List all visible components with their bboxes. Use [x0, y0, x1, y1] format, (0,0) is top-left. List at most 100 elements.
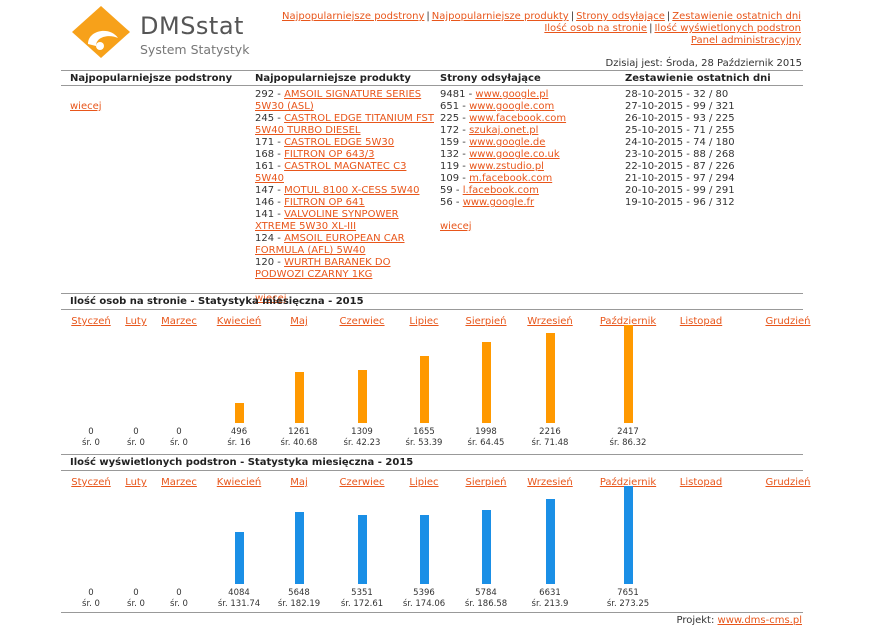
average-label: śr. 186.58 [464, 599, 508, 609]
product-row: 141 - VALVOLINE SYNPOWER XTREME 5W30 XL-… [255, 209, 435, 233]
product-count: 146 - [255, 197, 285, 208]
average-label: śr. 0 [170, 599, 188, 609]
referrer-row: 109 - m.facebook.com [440, 173, 566, 185]
month-label[interactable]: Czerwiec [339, 477, 385, 488]
nav-link-visitors[interactable]: Ilość osob na stronie [544, 23, 648, 34]
month-label[interactable]: Kwiecień [216, 316, 262, 327]
referrer-link[interactable]: m.facebook.com [469, 173, 553, 184]
day-row: 19-10-2015 - 96 / 312 [625, 197, 735, 208]
month-label[interactable]: Październik [599, 477, 657, 488]
month-label[interactable]: Wrzesień [527, 477, 573, 488]
month-label[interactable]: Sierpień [465, 316, 507, 327]
footer: Projekt: www.dms-cms.pl [676, 615, 802, 626]
popular-pages-more-link[interactable]: wiecej [70, 101, 102, 112]
average-label: śr. 71.48 [531, 438, 569, 448]
top-navigation: Najpopularniejsze podstrony | Najpopularni… [282, 11, 801, 47]
product-link[interactable]: CASTROL EDGE TITANIUM FST 5W40 TURBO DIE… [255, 113, 434, 136]
product-link[interactable]: CASTROL MAGNATEC C3 5W40 [255, 161, 407, 184]
day-row: 28-10-2015 - 32 / 80 [625, 89, 729, 100]
value-label: 1261 [288, 427, 310, 437]
average-label: śr. 182.19 [277, 599, 321, 609]
month-label[interactable]: Styczeń [71, 477, 111, 488]
month-label[interactable]: Listopad [679, 316, 723, 327]
referrer-link[interactable]: www.google.com [469, 101, 555, 112]
footer-link[interactable]: www.dms-cms.pl [717, 615, 802, 626]
month-label[interactable]: Sierpień [465, 477, 507, 488]
referrer-link[interactable]: www.facebook.com [469, 113, 567, 124]
month-label[interactable]: Listopad [679, 477, 723, 488]
product-link[interactable]: FILTRON OP 643/3 [284, 149, 375, 160]
header-recent-days: Zestawienie ostatnich dni [625, 73, 771, 84]
month-label[interactable]: Marzec [161, 477, 197, 488]
product-count: 161 - [255, 161, 285, 172]
referrer-link[interactable]: www.google.co.uk [469, 149, 560, 160]
day-row: 21-10-2015 - 97 / 294 [625, 173, 735, 184]
average-label: śr. 40.68 [280, 438, 318, 448]
footer-divider [61, 612, 803, 613]
product-link[interactable]: AMSOIL EUROPEAN CAR FORMULA (AFL) 5W40 [255, 233, 405, 256]
product-link[interactable]: FILTRON OP 641 [284, 197, 365, 208]
bar-wrzesień [545, 499, 555, 584]
month-label[interactable]: Grudzień [765, 477, 811, 488]
value-label: 1655 [413, 427, 435, 437]
day-row: 22-10-2015 - 87 / 226 [625, 161, 735, 172]
nav-link-referrers[interactable]: Strony odsyłające [576, 11, 665, 22]
nav-link-pageviews[interactable]: Ilość wyświetlonych podstron [654, 23, 801, 34]
referrer-link[interactable]: szukaj.onet.pl [469, 125, 539, 136]
product-link[interactable]: CASTROL EDGE 5W30 [284, 137, 395, 148]
nav-link-admin-panel[interactable]: Panel administracyjny [690, 35, 801, 46]
nav-link-popular-products[interactable]: Najpopularniejsze produkty [431, 11, 569, 22]
bar-październik [623, 486, 633, 584]
header-referrers: Strony odsyłające [440, 73, 541, 84]
average-label: śr. 273.25 [606, 599, 650, 609]
product-link[interactable]: AMSOIL SIGNATURE SERIES 5W30 (ASL) [255, 89, 422, 112]
month-label[interactable]: Wrzesień [527, 316, 573, 327]
average-label: śr. 213.9 [531, 599, 569, 609]
value-label: 0 [133, 427, 139, 437]
logo[interactable]: DMSstat System Statystyk [66, 4, 256, 60]
nav-link-recent-days[interactable]: Zestawienie ostatnich dni [672, 11, 801, 22]
product-link[interactable]: MOTUL 8100 X-CESS 5W40 [284, 185, 420, 196]
referrer-link[interactable]: www.google.de [469, 137, 546, 148]
product-count: 171 - [255, 137, 285, 148]
referrer-link[interactable]: l.facebook.com [462, 185, 539, 196]
referrer-link[interactable]: www.zstudio.pl [469, 161, 544, 172]
products-more-link[interactable]: wiecej [255, 293, 287, 304]
month-label[interactable]: Marzec [161, 316, 197, 327]
month-label[interactable]: Lipiec [409, 316, 439, 327]
average-label: śr. 16 [227, 438, 251, 448]
month-label[interactable]: Maj [290, 477, 308, 488]
average-label: śr. 172.61 [340, 599, 384, 609]
month-label[interactable]: Luty [125, 477, 147, 488]
month-label[interactable]: Kwiecień [216, 477, 262, 488]
month-label[interactable]: Luty [125, 316, 147, 327]
day-row: 27-10-2015 - 99 / 321 [625, 101, 735, 112]
nav-link-popular-pages[interactable]: Najpopularniejsze podstrony [281, 11, 425, 22]
referrer-row: 56 - www.google.fr [440, 197, 566, 209]
referrer-count: 172 - [440, 125, 470, 136]
product-row: 146 - FILTRON OP 641 [255, 197, 435, 209]
bar-lipiec [419, 355, 429, 423]
average-label: śr. 0 [82, 438, 100, 448]
referrers-more-link[interactable]: wiecej [440, 221, 472, 232]
referrer-count: 9481 - [440, 89, 476, 100]
visitors-chart-title: Ilość osob na stronie - Statystyka miesi… [70, 296, 364, 307]
month-label[interactable]: Grudzień [765, 316, 811, 327]
product-row: 168 - FILTRON OP 643/3 [255, 149, 435, 161]
product-link[interactable]: WURTH BARANEK DO PODWOZI CZARNY 1KG [255, 257, 391, 280]
bar-czerwiec [357, 369, 367, 423]
product-link[interactable]: VALVOLINE SYNPOWER XTREME 5W30 XL-III [255, 209, 399, 232]
month-label[interactable]: Czerwiec [339, 316, 385, 327]
product-count: 124 - [255, 233, 285, 244]
referrers-column: 9481 - www.google.pl 651 - www.google.com… [440, 89, 566, 233]
referrer-link[interactable]: www.google.pl [475, 89, 549, 100]
value-label: 7651 [617, 588, 639, 598]
product-row: 245 - CASTROL EDGE TITANIUM FST 5W40 TUR… [255, 113, 435, 137]
month-label[interactable]: Styczeń [71, 316, 111, 327]
referrer-row: 225 - www.facebook.com [440, 113, 566, 125]
month-label[interactable]: Maj [290, 316, 308, 327]
month-label[interactable]: Lipiec [409, 477, 439, 488]
value-label: 0 [88, 588, 94, 598]
month-label[interactable]: Październik [599, 316, 657, 327]
referrer-link[interactable]: www.google.fr [462, 197, 535, 208]
